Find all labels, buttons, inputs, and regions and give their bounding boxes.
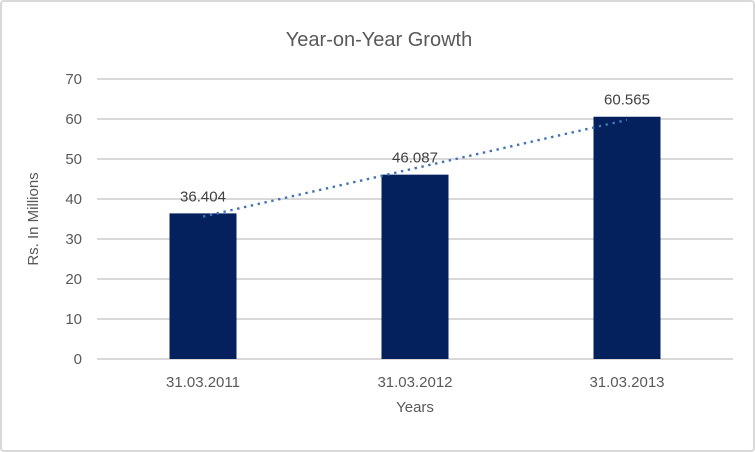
bar <box>381 174 449 359</box>
y-axis-title: Rs. In Millions <box>25 172 42 265</box>
x-category-label: 31.03.2011 <box>166 374 240 391</box>
trendline-group <box>202 118 628 218</box>
y-tick-label: 60 <box>65 111 82 128</box>
y-tick-label: 10 <box>65 311 82 328</box>
x-category-label: 31.03.2013 <box>589 374 664 391</box>
bar-value-label: 46.087 <box>392 150 438 167</box>
bar-value-label: 60.565 <box>604 92 650 109</box>
y-tick-label: 40 <box>65 191 82 208</box>
y-tick-label: 20 <box>65 271 82 288</box>
bar <box>593 116 661 360</box>
bar-value-label: 36.404 <box>180 188 226 205</box>
x-category-label: 31.03.2012 <box>377 374 452 391</box>
bars-group <box>169 116 661 360</box>
y-tick-labels: 0 10 20 30 40 50 60 70 <box>65 71 82 368</box>
y-tick-label: 70 <box>65 71 82 88</box>
y-tick-label: 30 <box>65 231 82 248</box>
x-axis-title: Years <box>396 399 434 416</box>
y-tick-label: 50 <box>65 151 82 168</box>
bar-value-labels: 36.404 46.087 60.565 <box>180 92 650 206</box>
trendline-dotted <box>202 118 628 218</box>
bar <box>169 213 237 359</box>
y-tick-label: 0 <box>74 351 82 368</box>
x-category-labels: 31.03.2011 31.03.2012 31.03.2013 <box>166 374 665 391</box>
chart-title: Year-on-Year Growth <box>286 29 472 51</box>
